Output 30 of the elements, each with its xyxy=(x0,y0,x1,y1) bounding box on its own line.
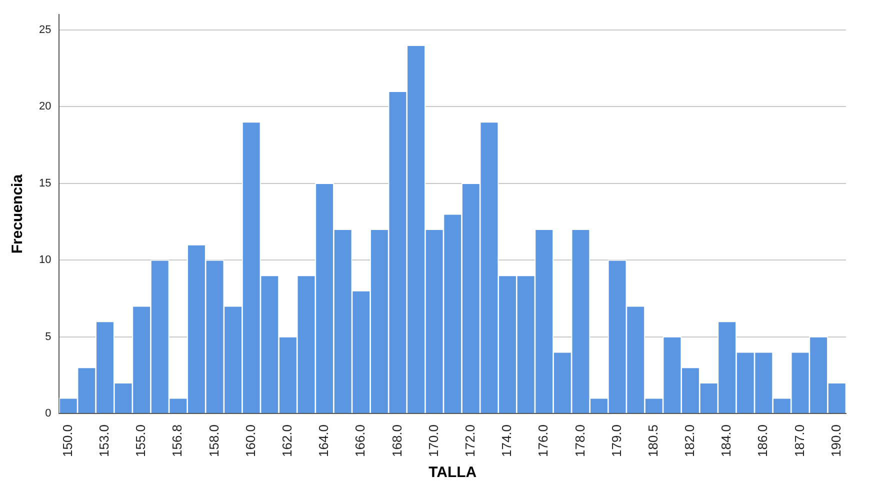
x-tick-label: 168.0 xyxy=(389,424,404,458)
x-axis-title: TALLA xyxy=(428,464,477,482)
x-tick-label: 150.0 xyxy=(60,424,75,458)
x-tick-label: 170.0 xyxy=(426,424,441,458)
x-tick-label: 174.0 xyxy=(499,424,514,458)
y-tick-label: 25 xyxy=(38,24,52,36)
x-tick-label: 172.0 xyxy=(462,424,478,458)
y-tick-label: 15 xyxy=(38,177,52,190)
x-tick-label: 180.5 xyxy=(645,424,660,458)
x-tick-label: 155.0 xyxy=(133,424,148,458)
y-axis-title: Frecuencia xyxy=(9,174,26,254)
x-tick-label: 164.0 xyxy=(316,424,332,458)
x-tick-label: 156.8 xyxy=(170,424,185,458)
y-tick-label: 5 xyxy=(45,330,52,343)
x-tick-label: 186.0 xyxy=(755,424,770,458)
x-tick-label: 178.0 xyxy=(572,424,588,458)
x-tick-label: 190.0 xyxy=(828,424,844,458)
y-tick-label: 10 xyxy=(38,254,52,266)
x-tick-label: 182.0 xyxy=(682,424,698,458)
y-tick-label: 0 xyxy=(45,408,52,420)
x-tick-label: 160.0 xyxy=(242,424,258,458)
y-tick-label: 20 xyxy=(38,100,52,113)
x-tick-label: 153.0 xyxy=(96,424,112,458)
x-tick-label: 162.0 xyxy=(280,424,295,458)
x-tick-label: 179.0 xyxy=(608,424,624,458)
x-tick-label: 158.0 xyxy=(206,424,222,458)
x-tick-label: 176.0 xyxy=(536,424,551,458)
x-tick-label: 187.0 xyxy=(792,424,807,458)
x-tick-label: 184.0 xyxy=(718,424,734,458)
x-tick-label: 166.0 xyxy=(352,424,368,458)
